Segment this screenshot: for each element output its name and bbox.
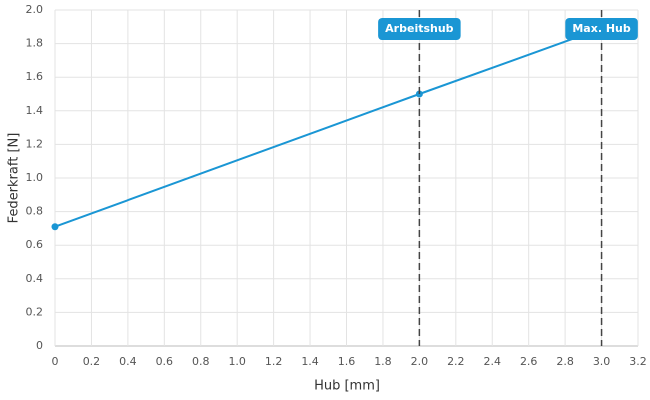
x-tick-label: 2.4 xyxy=(484,355,502,368)
x-tick-label: 2.2 xyxy=(447,355,465,368)
x-tick-label: 2.6 xyxy=(520,355,538,368)
annotation-box xyxy=(378,18,461,40)
x-tick-label: 1.4 xyxy=(301,355,319,368)
y-tick-label: 1.2 xyxy=(26,137,44,150)
x-tick-label: 2.0 xyxy=(411,355,429,368)
y-tick-label: 1.4 xyxy=(26,104,44,117)
annotation-box xyxy=(565,18,638,40)
x-tick-label: 0 xyxy=(52,355,59,368)
y-tick-label: 0.8 xyxy=(26,205,44,218)
y-tick-label: 1.8 xyxy=(26,37,44,50)
y-tick-label: 0 xyxy=(36,339,43,352)
y-tick-label: 2.0 xyxy=(26,3,44,16)
annotation-label: Arbeitshub xyxy=(385,22,454,35)
y-tick-label: 0.6 xyxy=(26,238,44,251)
point xyxy=(51,223,59,231)
y-tick-label: 0.4 xyxy=(26,272,44,285)
annotation-badge: Max. Hub xyxy=(565,18,638,40)
annotation-badge: Arbeitshub xyxy=(378,18,461,40)
x-tick-label: 1.8 xyxy=(374,355,392,368)
line xyxy=(54,27,602,228)
x-tick-label: 0.8 xyxy=(192,355,210,368)
x-tick-label: 3.0 xyxy=(593,355,611,368)
annotation-label: Max. Hub xyxy=(572,22,631,35)
x-tick-label: 0.4 xyxy=(119,355,137,368)
x-tick-label: 0.2 xyxy=(83,355,101,368)
x-tick-label: 2.8 xyxy=(556,355,574,368)
y-tick-label: 1.6 xyxy=(26,70,44,83)
y-tick-label: 1.0 xyxy=(26,171,44,184)
x-tick-label: 3.2 xyxy=(629,355,647,368)
x-tick-label: 1.0 xyxy=(228,355,246,368)
x-tick-label: 1.6 xyxy=(338,355,356,368)
x-axis-label: Hub [mm] xyxy=(314,379,380,394)
x-tick-label: 1.2 xyxy=(265,355,283,368)
x-tick-label: 0.6 xyxy=(156,355,174,368)
y-tick-label: 0.2 xyxy=(26,305,44,318)
y-axis-label: Federkraft [N] xyxy=(7,133,22,224)
